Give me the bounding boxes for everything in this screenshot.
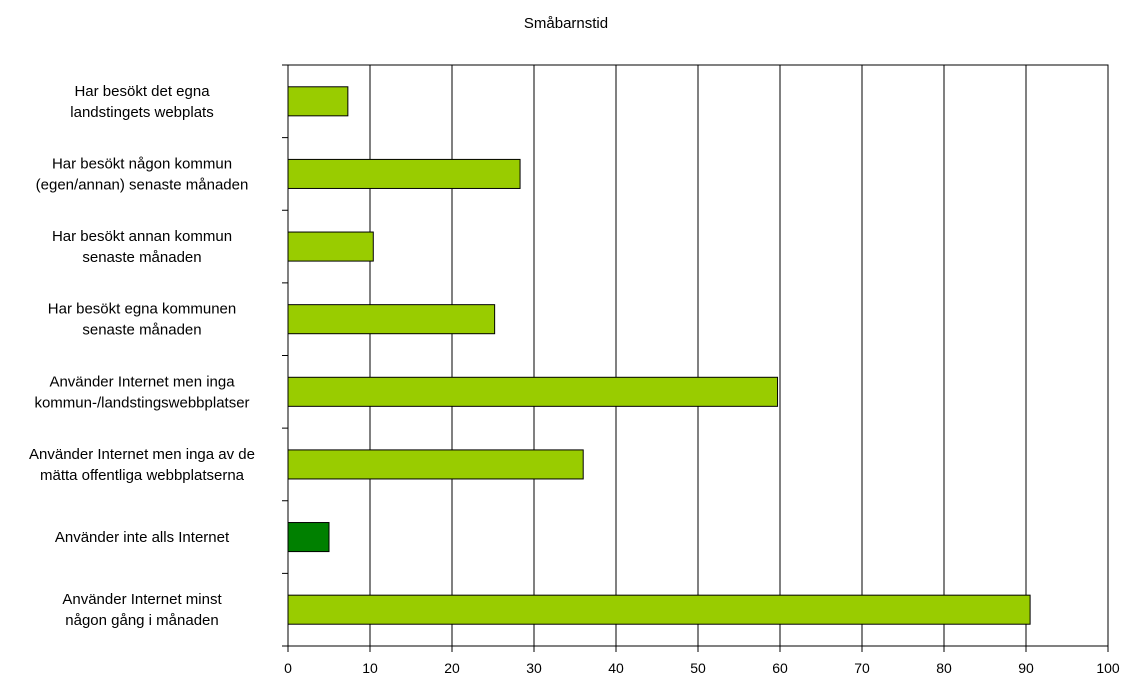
bar <box>287 594 1031 625</box>
x-tick-label: 90 <box>1018 660 1034 676</box>
bars <box>287 86 1031 625</box>
category-label: Har besökt det egna landstingets webplats <box>70 83 213 121</box>
bar <box>287 158 521 189</box>
category-label-line: Använder Internet men inga <box>49 373 235 390</box>
category-label-line: Använder Internet minst <box>62 591 222 608</box>
category-label-line: Har besökt någon kommun <box>52 155 232 172</box>
category-label: Har besökt annan kommun senaste månaden <box>52 228 232 266</box>
x-tick-label: 20 <box>444 660 460 676</box>
category-label-line: kommun-/landstingswebbplatser <box>34 394 249 411</box>
category-label-line: landstingets webplats <box>70 104 213 121</box>
category-label-line: senaste månaden <box>82 322 201 339</box>
bar <box>287 522 330 553</box>
grid-lines <box>369 65 1109 646</box>
category-label-line: någon gång i månaden <box>65 612 218 629</box>
x-tick-label: 100 <box>1096 660 1120 676</box>
axes <box>282 64 1109 652</box>
x-tick-labels: 0 10 20 30 40 50 60 70 80 90 100 <box>284 660 1120 676</box>
x-tick-label: 50 <box>690 660 706 676</box>
category-label: Har besökt egna kommunen senaste månaden <box>48 301 236 339</box>
category-label-line: (egen/annan) senaste månaden <box>36 176 249 193</box>
category-label-line: Använder Internet men inga av de <box>29 446 255 463</box>
x-tick-label: 80 <box>936 660 952 676</box>
category-label: Använder Internet men inga kommun-/landst… <box>34 373 249 411</box>
chart-title: Småbarnstid <box>524 15 608 32</box>
x-tick-label: 0 <box>284 660 292 676</box>
category-label-line: Har besökt det egna <box>74 83 210 100</box>
y-category-labels: Har besökt det egna landstingets webplats… <box>29 83 255 629</box>
category-label-line: mätta offentliga webbplatserna <box>40 467 245 484</box>
x-tick-label: 60 <box>772 660 788 676</box>
category-label-line: Använder inte alls Internet <box>55 529 230 546</box>
category-label: Har besökt någon kommun (egen/annan) sena… <box>36 155 249 193</box>
bar <box>287 231 374 262</box>
x-tick-label: 10 <box>362 660 378 676</box>
category-label: Använder Internet men inga av de mätta of… <box>29 446 255 484</box>
bar <box>287 86 349 117</box>
bar <box>287 376 779 407</box>
category-label: Använder inte alls Internet <box>55 529 230 546</box>
x-tick-label: 70 <box>854 660 870 676</box>
x-tick-label: 30 <box>526 660 542 676</box>
bar <box>287 449 584 480</box>
category-label-line: senaste månaden <box>82 249 201 266</box>
bar <box>287 304 496 335</box>
category-label-line: Har besökt egna kommunen <box>48 301 236 318</box>
category-label: Använder Internet minst någon gång i måna… <box>62 591 222 629</box>
category-label-line: Har besökt annan kommun <box>52 228 232 245</box>
x-tick-label: 40 <box>608 660 624 676</box>
